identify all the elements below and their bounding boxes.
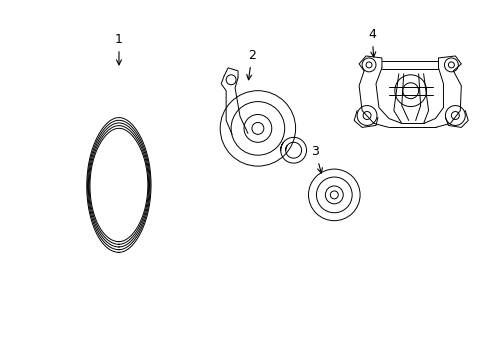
Text: 4: 4: [367, 28, 375, 57]
Text: 2: 2: [246, 49, 255, 80]
Text: 1: 1: [115, 33, 122, 65]
Text: 3: 3: [311, 145, 322, 173]
